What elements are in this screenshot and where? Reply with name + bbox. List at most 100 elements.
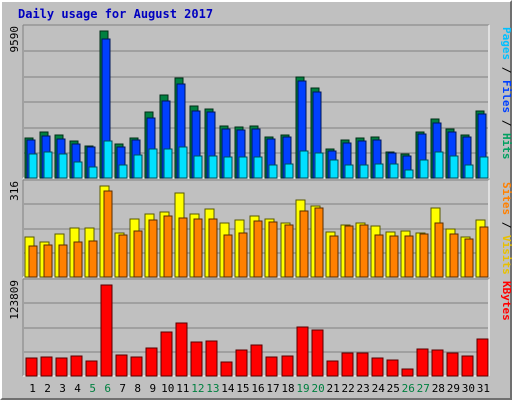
visits-sites-bar [43, 244, 53, 278]
x-axis-day-label: 25 [387, 382, 400, 395]
visits-sites-bar [103, 190, 113, 278]
visits-sites-bar [193, 218, 203, 278]
hits-pages-bar [419, 159, 429, 179]
hits-pages-bar [88, 166, 98, 179]
x-axis-day-label: 23 [357, 382, 370, 395]
visits-sites-bar [389, 235, 399, 278]
hits-pages-bar [223, 156, 233, 179]
kbytes-kbytes-bar [476, 338, 489, 377]
hits-pages-bar [404, 169, 414, 179]
visits-sites-bar [344, 225, 354, 278]
visits-axis-label-part: Visits [500, 235, 512, 275]
visits-sites-bar [163, 215, 173, 278]
visits-sites-bar [88, 240, 98, 278]
kbytes-kbytes-bar [190, 341, 203, 377]
kbytes-kbytes-bar [461, 355, 474, 377]
hits-pages-bar [479, 156, 489, 179]
kbytes-kbytes-bar [235, 349, 248, 377]
kbytes-kbytes-bar [160, 331, 173, 377]
kbytes-kbytes-bar [265, 356, 278, 377]
hits-pages-bar [314, 152, 324, 179]
visits-sites-bar [268, 221, 278, 278]
visits-sites-bar [28, 245, 38, 278]
hits-pages-bar [28, 153, 38, 179]
hits-pages-bar [118, 164, 128, 179]
visits-sites-bar [404, 235, 414, 278]
kbytes-kbytes-bar [70, 355, 83, 377]
hits-pages-bar [178, 146, 188, 179]
hits-pages-bar [329, 159, 339, 179]
hits-pages-bar [208, 155, 218, 179]
kbytes-kbytes-bar [326, 360, 339, 377]
kbytes-kbytes-bar [85, 360, 98, 377]
visits-sites-bar [238, 232, 248, 278]
x-axis-day-label: 5 [89, 382, 96, 395]
visits-sites-bar [58, 244, 68, 278]
x-axis-day-label: 7 [119, 382, 126, 395]
kbytes-kbytes-bar [416, 348, 429, 377]
x-axis-day-label: 2 [44, 382, 51, 395]
x-axis-day-label: 30 [462, 382, 475, 395]
x-axis-day-label: 10 [161, 382, 174, 395]
hits-pages-bar [268, 164, 278, 179]
kbytes-max-label: 123809 [8, 280, 21, 320]
x-axis-day-label: 15 [236, 382, 249, 395]
visits-sites-bar [223, 234, 233, 278]
chart-title: Daily usage for August 2017 [18, 7, 214, 21]
kbytes-kbytes-bar [40, 356, 53, 377]
visits-axis-label: Sites / Visits [500, 182, 512, 275]
x-axis-day-label: 18 [281, 382, 294, 395]
x-axis-day-label: 8 [134, 382, 141, 395]
kbytes-kbytes-bar [220, 361, 233, 377]
x-axis-day-label: 16 [251, 382, 264, 395]
hits-pages-bar [58, 153, 68, 179]
visits-sites-bar [434, 222, 444, 278]
hits-axis-label-part: Files [500, 80, 512, 113]
visits-sites-bar [464, 238, 474, 278]
kbytes-kbytes-bar [145, 347, 158, 377]
hits-axis-label-part: / [500, 60, 512, 80]
x-axis-day-label: 31 [477, 382, 490, 395]
visits-sites-bar [449, 233, 459, 278]
hits-axis-label: Pages / Files / Hits [500, 27, 512, 160]
hits-pages-bar [284, 163, 294, 179]
visits-sites-bar [208, 218, 218, 278]
x-axis-day-label: 24 [372, 382, 386, 395]
hits-pages-bar [374, 163, 384, 179]
hits-axis-label-part: Pages [500, 27, 512, 60]
hits-axis-label-part: Hits [500, 133, 512, 160]
hits-pages-bar [133, 154, 143, 179]
kbytes-kbytes-bar [341, 352, 354, 377]
kbytes-kbytes-bar [431, 349, 444, 377]
kbytes-axis-label-part: KBytes [500, 281, 512, 321]
visits-sites-bar [479, 226, 489, 278]
kbytes-kbytes-bar [311, 329, 324, 377]
x-axis-day-label: 1 [29, 382, 36, 395]
kbytes-kbytes-bar [446, 352, 459, 377]
kbytes-kbytes-bar [371, 357, 384, 377]
visits-sites-bar [118, 234, 128, 278]
kbytes-kbytes-bar [115, 354, 128, 377]
x-axis-day-label: 22 [342, 382, 355, 395]
hits-pages-bar [73, 161, 83, 179]
hits-pages-bar [434, 151, 444, 179]
kbytes-kbytes-bar [386, 359, 399, 377]
hits-pages-bar [299, 150, 309, 179]
hits-pages-bar [193, 155, 203, 179]
x-axis-day-label: 21 [326, 382, 339, 395]
x-axis-day-label: 3 [59, 382, 66, 395]
hits-pages-bar [43, 151, 53, 179]
hits-max-label: 9590 [8, 26, 21, 53]
visits-max-label: 316 [8, 181, 21, 201]
x-axis-day-label: 28 [432, 382, 445, 395]
kbytes-kbytes-bar [175, 322, 188, 377]
visits-axis-label-part: Sites [500, 182, 512, 215]
visits-sites-bar [359, 224, 369, 278]
kbytes-kbytes-bar [356, 352, 369, 377]
visits-sites-bar [314, 207, 324, 278]
kbytes-kbytes-bar [281, 355, 294, 377]
hits-axis-label-part: / [500, 113, 512, 133]
x-axis-day-label: 4 [74, 382, 81, 395]
visits-sites-bar [419, 233, 429, 278]
hits-pages-bar [238, 156, 248, 179]
